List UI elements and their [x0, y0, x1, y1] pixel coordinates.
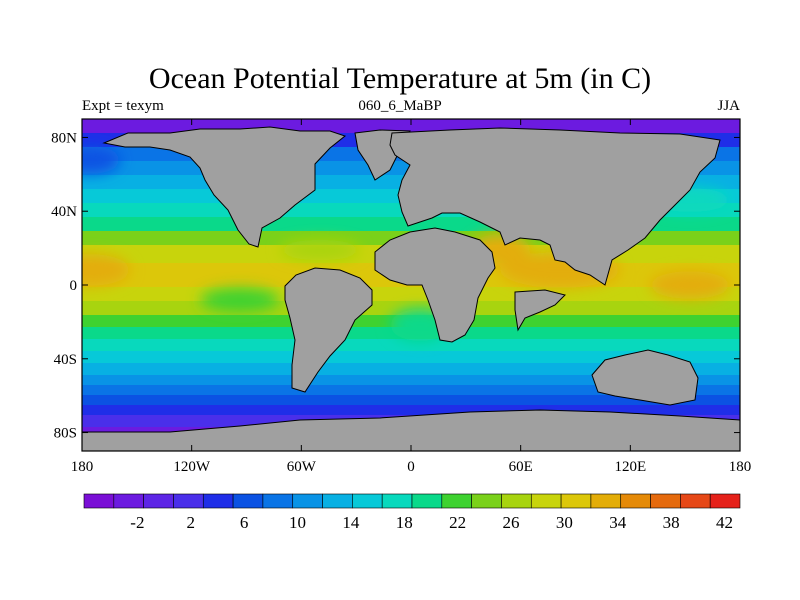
colorbar-swatch — [262, 493, 294, 509]
lat-tick-label: 40S — [54, 352, 77, 368]
lon-tick-label: 180 — [729, 459, 752, 475]
colorbar-label: 18 — [396, 513, 413, 532]
colorbar-swatch — [471, 493, 502, 509]
eurasia-landmass — [389, 127, 721, 286]
colorbar-swatch — [113, 493, 144, 509]
antarctica-landmass — [82, 409, 740, 451]
temperature-field — [82, 119, 740, 451]
timeslice-label: 060_6_MaBP — [358, 98, 442, 114]
africa-landmass — [374, 227, 496, 343]
colorbar: -2 2 6 10 14 18 22 26 30 34 38 42 — [83, 493, 741, 532]
colorbar-label: 6 — [240, 513, 249, 532]
axis-ticks: 180 120W 60W 0 60E 120E 180 80N 40N 0 40S 80S — [51, 119, 751, 475]
colorbar-label: 2 — [186, 513, 195, 532]
colorbar-swatch — [590, 493, 622, 509]
land-masses — [82, 126, 740, 451]
colorbar-swatch — [143, 493, 174, 509]
lat-tick-label: 80S — [54, 426, 77, 442]
lon-tick-label: 60W — [287, 459, 317, 475]
colorbar-swatch — [560, 493, 592, 509]
indonesia-landmass — [514, 289, 566, 332]
south-america-landmass — [284, 267, 373, 393]
colorbar-swatch — [501, 493, 532, 509]
lon-tick-label: 120E — [614, 459, 646, 475]
colorbar-swatch — [411, 493, 443, 509]
lat-tick-label: 40N — [51, 204, 77, 220]
colorbar-swatch — [292, 493, 323, 509]
colorbar-swatch — [83, 493, 115, 509]
season-label: JJA — [717, 98, 740, 114]
australia-landmass — [591, 349, 699, 406]
colorbar-label: 22 — [449, 513, 466, 532]
lat-tick-label: 80N — [51, 130, 77, 146]
colorbar-swatch — [381, 493, 413, 509]
colorbar-label: 38 — [663, 513, 680, 532]
colorbar-label: 26 — [502, 513, 519, 532]
map-title: Ocean Potential Temperature at 5m (in C) — [148, 62, 652, 95]
experiment-label: Expt = texym — [82, 98, 164, 114]
colorbar-label: 34 — [609, 513, 627, 532]
lon-tick-label: 0 — [407, 459, 415, 475]
colorbar-label: 10 — [289, 513, 306, 532]
colorbar-label: 30 — [556, 513, 573, 532]
north-america-landmass — [102, 126, 347, 248]
lat-tick-label: 0 — [70, 278, 78, 294]
colorbar-label: 14 — [342, 513, 360, 532]
colorbar-label: 42 — [716, 513, 733, 532]
colorbar-swatch — [650, 493, 681, 509]
lon-tick-label: 60E — [509, 459, 533, 475]
colorbar-label: -2 — [130, 513, 144, 532]
colorbar-swatch — [202, 493, 234, 509]
colorbar-swatch — [680, 493, 711, 509]
colorbar-swatch — [173, 493, 204, 509]
lon-tick-label: 180 — [71, 459, 94, 475]
colorbar-swatch — [709, 493, 741, 509]
colorbar-swatch — [530, 493, 562, 509]
colorbar-swatch — [322, 493, 353, 509]
colorbar-swatch — [441, 493, 472, 509]
colorbar-swatch — [620, 493, 651, 509]
colorbar-swatch — [352, 493, 383, 509]
lon-tick-label: 120W — [173, 459, 211, 475]
colorbar-swatch — [232, 493, 264, 509]
